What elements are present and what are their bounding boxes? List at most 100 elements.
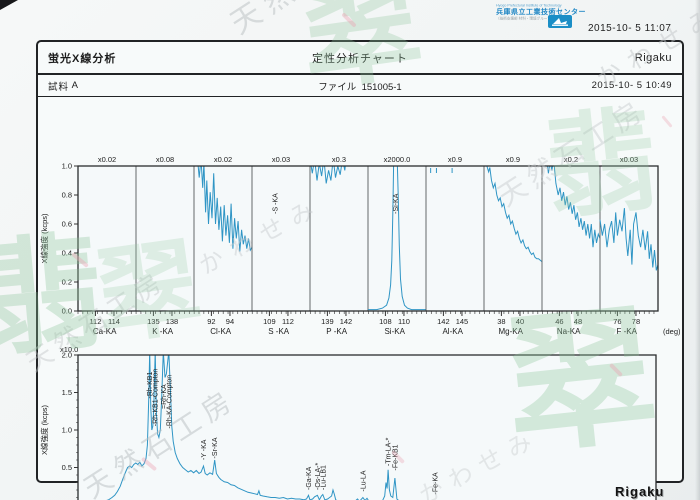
panel-scale-factor: x0.3 — [332, 155, 346, 164]
scan-edge-shade — [695, 0, 700, 500]
top-y-tick: 0.0 — [62, 307, 72, 316]
panel-scale-factor: x0.02 — [98, 155, 116, 164]
panel-2theta-tick: 46 — [555, 317, 563, 326]
bottom-y-axis-label: X線強度 (kcps) — [39, 405, 49, 456]
panel-2theta-tick: 110 — [398, 317, 410, 326]
institute-logo-icon — [548, 15, 572, 28]
peak-label: -Ga-KA — [306, 466, 313, 490]
peak-label: -Fe-KB1 — [392, 444, 399, 470]
panel-2theta-tick: 138 — [166, 317, 179, 326]
panel-trace — [486, 166, 543, 263]
bottom-y-tick: 2.0 — [62, 351, 72, 360]
panel-scale-factor: x0.03 — [620, 155, 638, 164]
top-y-axis-label: X線強度 (kcps) — [39, 213, 49, 264]
bottom-y-tick: 1.5 — [62, 388, 72, 397]
bottom-y-tick: 1.0 — [62, 426, 72, 435]
panel-trace — [197, 166, 253, 252]
peak-label: -Y -KA — [201, 439, 208, 460]
peak-label: -Lu-LB1 — [320, 465, 327, 490]
element-panels-chart: X線強度 (kcps) 1.0 0.8 0.6 0.4 0.2 0.0 x0.02 112 114… — [39, 155, 681, 336]
panel-2theta-tick: 142 — [340, 317, 353, 326]
sample-value: A — [71, 80, 79, 91]
panel-2theta-tick: 94 — [226, 317, 234, 326]
report-title-row: 蛍光X線分析 定性分析チャート Rigaku — [38, 42, 682, 75]
report-frame: 蛍光X線分析 定性分析チャート Rigaku 試料 A ファイル 151005-… — [36, 40, 684, 500]
bottom-y-tick: 0.5 — [62, 463, 72, 472]
top-y-tick: 0.6 — [62, 220, 72, 229]
file-info: ファイル 151005-1 — [38, 79, 682, 93]
panel-trace — [599, 208, 658, 271]
panel-scale-factor: x0.9 — [506, 155, 520, 164]
panel-element-label: F -KA — [616, 327, 637, 336]
panel-scale-factor: x0.08 — [156, 155, 174, 164]
panel-scale-factor: x2000.0 — [384, 155, 411, 164]
panel-scale-factor: x0.2 — [564, 155, 578, 164]
peak-label: -Rh-KB1 — [147, 372, 154, 399]
panel-2theta-tick: 48 — [574, 317, 582, 326]
panel-element-label: Al-KA — [442, 327, 463, 336]
watermark-brush-stroke — [341, 12, 357, 28]
panel-2theta-tick: 139 — [321, 317, 334, 326]
institute-group-line: （技術支援部 材料・環境グループ） — [496, 16, 555, 21]
institute-logo-block: Hyogo Prefectural Institute of Technolog… — [496, 3, 596, 32]
panel-element-label: Mg-KA — [498, 327, 523, 336]
panel-trace — [310, 166, 346, 184]
panel-2theta-tick: 114 — [108, 317, 120, 326]
printed-timestamp: 2015-10- 5 11:07 — [588, 23, 672, 34]
panel-element-label: S -KA — [268, 327, 290, 336]
panel-2theta-tick: 145 — [456, 317, 469, 326]
panel-trace — [368, 166, 426, 311]
top-y-tick: 1.0 — [62, 162, 72, 171]
deg-unit-label: (deg) — [663, 327, 681, 336]
panel-element-label: Cl-KA — [210, 327, 232, 336]
y-multiplier: x10.0 — [60, 345, 78, 354]
panel-2theta-tick: 112 — [282, 317, 294, 326]
brand-name: Rigaku — [634, 51, 672, 64]
watermark-shop-name: 天然石工房 — [220, 0, 403, 42]
sample-label: 試料 — [48, 81, 70, 93]
peak-label: =Rh-KA — [161, 384, 168, 409]
boat-icon — [552, 18, 568, 26]
institute-name-japanese: 兵庫県立工業技術センター — [496, 8, 586, 16]
peak-label: -Sr-KA — [212, 437, 219, 458]
panel-scale-factor: x0.02 — [214, 155, 232, 164]
panel-scale-factor: x0.9 — [448, 155, 462, 164]
top-y-tick: 0.4 — [62, 249, 72, 258]
panel-2theta-tick: 112 — [89, 317, 101, 326]
peak-label: -Os-LA-* — [315, 463, 322, 491]
panel-2theta-tick: 108 — [379, 317, 392, 326]
peak-label: -Tm-LA-* — [386, 437, 393, 466]
panel-2theta-tick: 135 — [147, 317, 160, 326]
panel-2theta-tick: 40 — [516, 317, 524, 326]
scan-corner-artifact — [0, 0, 18, 10]
panel-scale-factor: x0.03 — [272, 155, 290, 164]
panel-element-label: K -KA — [152, 327, 174, 336]
sample-info-row: 試料 A ファイル 151005-1 2015-10- 5 10:49 — [38, 75, 682, 97]
peak-label: -Rh-KB1-Compton — [153, 369, 160, 427]
panel-element-label: Si-KA — [384, 327, 405, 336]
panel-2theta-tick: 78 — [632, 317, 640, 326]
panel-element-label: P -KA — [326, 327, 347, 336]
file-value: 151005-1 — [361, 81, 402, 93]
top-y-tick: 0.2 — [62, 278, 72, 287]
analysis-type-label: 蛍光X線分析 — [48, 52, 117, 65]
top-y-tick: 0.8 — [62, 191, 72, 200]
file-label: ファイル — [318, 81, 357, 93]
panel-2theta-tick: 92 — [207, 317, 215, 326]
panel-2theta-tick: 76 — [613, 317, 621, 326]
measurement-timestamp: 2015-10- 5 10:49 — [591, 80, 672, 91]
spectrum-trace — [101, 355, 399, 500]
peak-label: -Fe-KA — [433, 472, 440, 495]
panel-element-label: Na-KA — [557, 327, 581, 336]
panel-2theta-tick: 38 — [497, 317, 505, 326]
panel-peak-marker: -Si-KA — [393, 193, 400, 214]
panel-2theta-tick: 109 — [263, 317, 276, 326]
panel-peak-marker: -S -KA — [273, 193, 280, 214]
peak-label: -Rh-KA-Compton — [166, 375, 173, 429]
peak-label: -Lu-LA — [360, 470, 367, 491]
institute-name-english: Hyogo Prefectural Institute of Technolog… — [496, 3, 562, 8]
panel-element-label: Ca-KA — [93, 327, 117, 336]
charts-area: X線強度 (kcps) 1.0 0.8 0.6 0.4 0.2 0.0 x0.02 112 114… — [38, 97, 682, 500]
